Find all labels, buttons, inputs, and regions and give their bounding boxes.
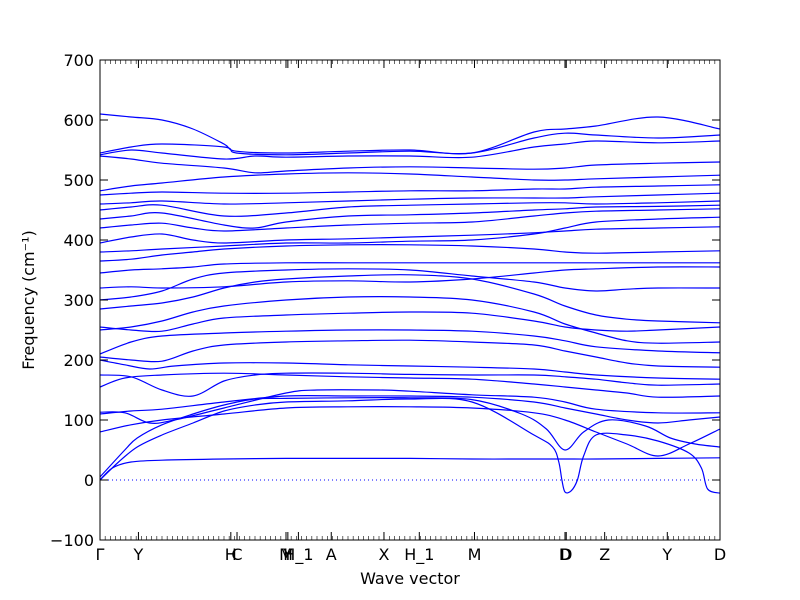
x-tick-label: Γ [96, 545, 105, 564]
band-line-24 [99, 184, 721, 196]
band-line-22 [99, 200, 721, 217]
x-tick-label: H_1 [404, 545, 434, 565]
x-tick-label: X [378, 545, 389, 564]
x-tick-label: M [468, 545, 482, 564]
x-tick-label: H_1 [283, 545, 313, 565]
y-tick-label: 100 [63, 411, 94, 430]
band-line-6 [99, 372, 721, 398]
y-tick-label: −100 [50, 531, 94, 550]
band-line-29 [99, 113, 721, 155]
y-tick-label: 700 [63, 51, 94, 70]
minor-ticks [99, 60, 721, 540]
band-line-20 [99, 208, 721, 232]
band-line-4 [99, 394, 721, 424]
x-tick-label: Y [133, 545, 144, 564]
kpoint-ticks [99, 60, 721, 540]
y-axis-label: Frequency (cm⁻¹) [19, 230, 38, 369]
band-line-16 [99, 262, 720, 274]
band-line-12 [99, 311, 721, 333]
band-line-18 [99, 216, 721, 253]
band-line-15 [99, 266, 721, 289]
band-line-13 [99, 274, 721, 324]
y-tick-label: 0 [84, 471, 94, 490]
band-line-3 [99, 406, 721, 457]
y-tick-label: 600 [63, 111, 94, 130]
x-tick-label: A [326, 545, 337, 564]
band-line-11 [99, 296, 721, 344]
plot-area [99, 59, 721, 541]
band-line-17 [99, 244, 721, 262]
y-tick-label: 300 [63, 291, 94, 310]
band-line-1 [99, 397, 721, 494]
band-line-21 [99, 204, 721, 229]
band-line-8 [99, 359, 721, 380]
band-line-25 [99, 172, 721, 192]
x-tick-label: C [231, 545, 242, 564]
band-line-2 [99, 397, 721, 478]
band-line-28 [99, 132, 721, 156]
band-line-14 [99, 268, 721, 301]
band-line-10 [99, 329, 721, 355]
y-axis-ticks [100, 59, 720, 541]
band-line-26 [99, 155, 721, 174]
y-tick-label: 200 [63, 351, 94, 370]
x-tick-label: Y [661, 545, 672, 564]
x-tick-label: H [225, 545, 237, 564]
x-tick-label: D [714, 545, 726, 564]
x-tick-label: Z [599, 545, 610, 564]
band-line-7 [99, 372, 721, 397]
x-tick-labels: Γ Y HC MYH_1 A X H_1 M DD Z Y D [96, 545, 727, 565]
band-line-9 [99, 339, 721, 368]
y-tick-label: 400 [63, 231, 94, 250]
band-line-19 [99, 226, 721, 244]
plot-frame [99, 59, 721, 541]
y-tick-label: 500 [63, 171, 94, 190]
x-tick-label: M [279, 545, 293, 564]
x-tick-label: D [560, 545, 572, 564]
x-axis-label: Wave vector [360, 569, 460, 588]
band-line-5 [99, 389, 721, 424]
phonon-bands [99, 113, 721, 494]
band-line-27 [99, 140, 721, 160]
x-tick-label: Y [282, 545, 293, 564]
band-line-0 [99, 457, 721, 481]
x-tick-label: D [559, 545, 571, 564]
y-tick-labels: −100 0 100 200 300 400 500 600 700 [50, 51, 94, 550]
band-line-23 [99, 192, 721, 205]
